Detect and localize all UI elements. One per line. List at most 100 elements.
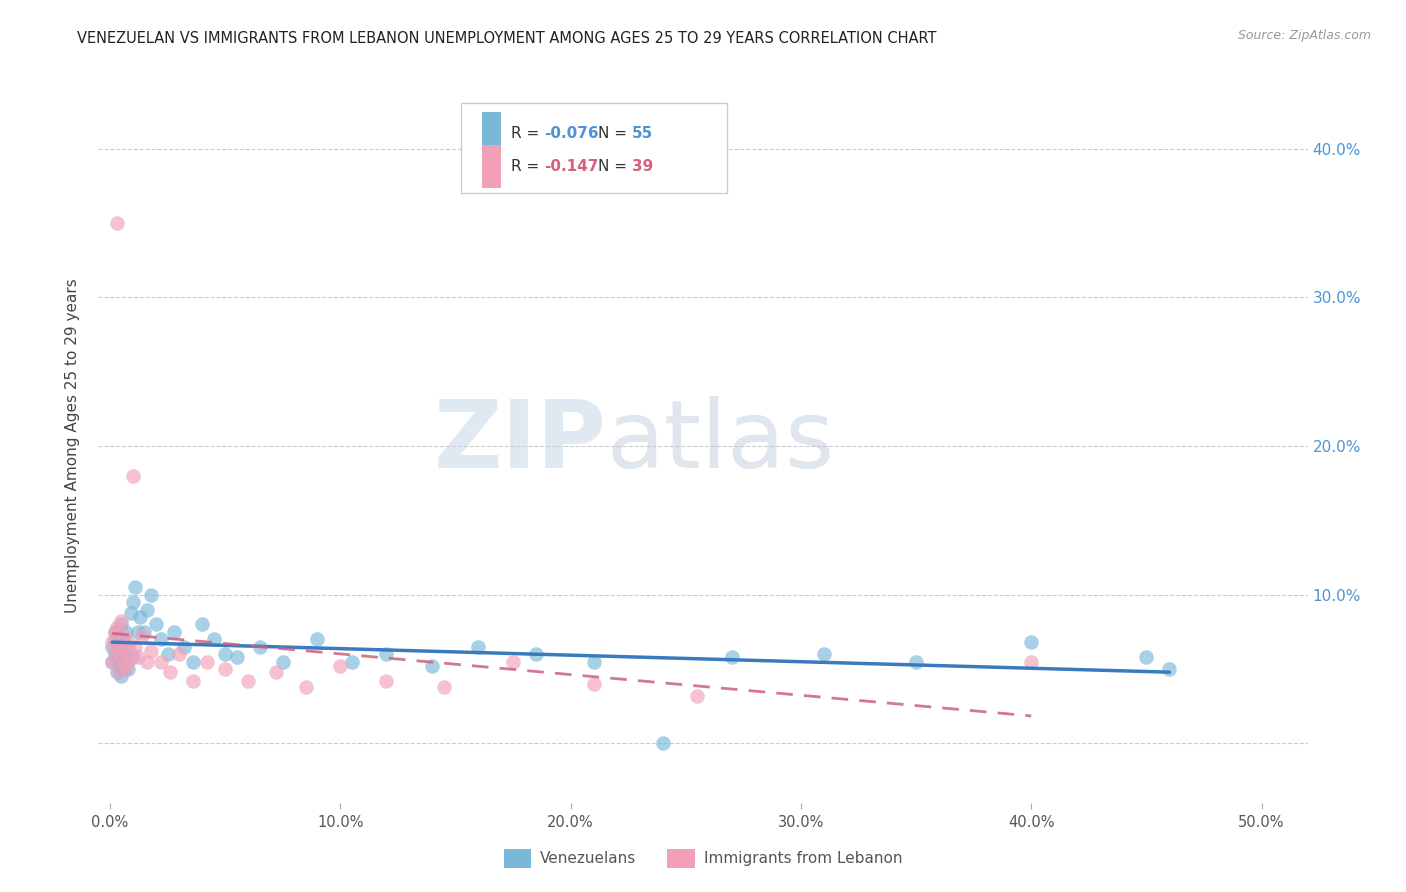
Point — [271, 655, 294, 669]
Point — [105, 216, 128, 230]
Point — [225, 650, 247, 665]
Point — [163, 624, 186, 639]
Point — [173, 640, 195, 654]
Point — [141, 588, 163, 602]
Point — [145, 617, 167, 632]
Point — [582, 655, 605, 669]
Point — [686, 689, 709, 703]
Point — [103, 647, 125, 661]
Point — [112, 655, 135, 669]
Point — [134, 624, 156, 639]
Text: R =: R = — [510, 159, 544, 174]
Point — [103, 632, 125, 647]
Point — [115, 624, 138, 639]
Point — [117, 635, 139, 649]
Text: R =: R = — [510, 126, 544, 141]
Point — [329, 659, 352, 673]
Point — [156, 647, 179, 661]
Point — [1019, 635, 1042, 649]
Point — [502, 655, 524, 669]
Point — [115, 640, 138, 654]
Point — [110, 615, 132, 629]
Point — [1159, 662, 1181, 676]
Point — [135, 655, 157, 669]
Point — [122, 650, 145, 665]
Bar — [482, 112, 501, 154]
Point — [105, 635, 128, 649]
Point — [117, 655, 139, 669]
Point — [214, 662, 236, 676]
Point — [141, 644, 163, 658]
Point — [524, 647, 547, 661]
Point — [110, 655, 132, 669]
Text: ZIP: ZIP — [433, 396, 606, 489]
Text: VENEZUELAN VS IMMIGRANTS FROM LEBANON UNEMPLOYMENT AMONG AGES 25 TO 29 YEARS COR: VENEZUELAN VS IMMIGRANTS FROM LEBANON UN… — [77, 31, 936, 46]
Point — [110, 617, 132, 632]
Point — [108, 644, 131, 658]
Point — [101, 655, 124, 669]
Point — [122, 595, 145, 609]
Point — [340, 655, 363, 669]
FancyBboxPatch shape — [461, 103, 727, 193]
Text: -0.147: -0.147 — [544, 159, 599, 174]
Point — [249, 640, 271, 654]
Point — [110, 640, 132, 654]
Point — [181, 655, 204, 669]
Point — [112, 629, 135, 643]
Point — [214, 647, 236, 661]
Point — [294, 680, 316, 694]
Point — [167, 647, 190, 661]
Bar — [482, 145, 501, 187]
Point — [202, 632, 225, 647]
Point — [651, 736, 673, 750]
Y-axis label: Unemployment Among Ages 25 to 29 years: Unemployment Among Ages 25 to 29 years — [65, 278, 80, 614]
Point — [582, 677, 605, 691]
Point — [117, 662, 139, 676]
Point — [105, 620, 128, 634]
Point — [159, 665, 181, 679]
Point — [1135, 650, 1157, 665]
Point — [905, 655, 928, 669]
Point — [117, 640, 139, 654]
Point — [112, 635, 135, 649]
Point — [149, 655, 172, 669]
Point — [108, 665, 131, 679]
Point — [195, 655, 218, 669]
Point — [103, 624, 125, 639]
Point — [149, 632, 172, 647]
Point — [108, 647, 131, 661]
Point — [103, 624, 125, 639]
Text: atlas: atlas — [606, 396, 835, 489]
Point — [124, 580, 146, 594]
Point — [105, 650, 128, 665]
Point — [375, 673, 398, 688]
Point — [127, 624, 149, 639]
Point — [105, 665, 128, 679]
Point — [1019, 655, 1042, 669]
Text: N =: N = — [598, 159, 631, 174]
Point — [191, 617, 214, 632]
Point — [375, 647, 398, 661]
Point — [115, 662, 138, 676]
Point — [181, 673, 204, 688]
Point — [120, 606, 142, 620]
Point — [108, 659, 131, 673]
Point — [101, 640, 124, 654]
Point — [108, 629, 131, 643]
Point — [131, 629, 153, 643]
Point — [128, 610, 150, 624]
Point — [127, 650, 149, 665]
Text: -0.076: -0.076 — [544, 126, 599, 141]
Point — [307, 632, 329, 647]
Point — [135, 602, 157, 616]
Text: N =: N = — [598, 126, 631, 141]
Point — [422, 659, 444, 673]
Point — [110, 669, 132, 683]
Point — [112, 662, 135, 676]
Point — [120, 647, 142, 661]
Point — [115, 650, 138, 665]
Point — [103, 644, 125, 658]
Point — [101, 655, 124, 669]
Text: 55: 55 — [631, 126, 652, 141]
Point — [433, 680, 456, 694]
